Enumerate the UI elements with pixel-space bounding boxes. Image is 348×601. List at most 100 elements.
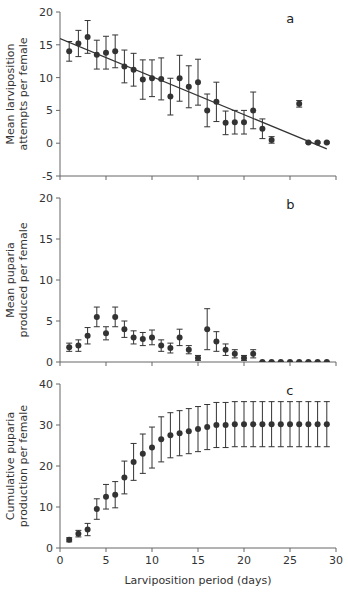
error-bar-cap [158, 339, 164, 340]
error-bar [131, 331, 137, 344]
error-bar [149, 427, 155, 468]
y-tick-label: 15 [39, 233, 53, 246]
point [66, 537, 72, 543]
error-bar-cap [167, 114, 173, 115]
error-bar-cap [140, 473, 146, 474]
point [85, 333, 91, 339]
error-bar [140, 332, 146, 345]
y-tick [56, 239, 60, 240]
error-bar-cap [103, 326, 109, 327]
error-bar-cap [94, 326, 100, 327]
point [66, 344, 72, 350]
error-bar-cap [177, 329, 183, 330]
error-bar-cap [112, 507, 118, 508]
point [259, 126, 265, 132]
chart: -505101520Mean larvipositionattempts per… [0, 0, 348, 601]
error-bar-cap [241, 401, 247, 402]
trend-line [60, 39, 327, 149]
error-bar-cap [177, 410, 183, 411]
error-bar-cap [75, 56, 81, 57]
x-tick-label: 0 [57, 554, 64, 567]
point [85, 34, 91, 40]
error-bar [177, 411, 183, 456]
error-bar [195, 407, 201, 452]
x-tick-label: 30 [329, 554, 343, 567]
y-tick [56, 425, 60, 426]
error-bar [250, 350, 256, 358]
x-tick [152, 176, 153, 180]
x-tick [198, 176, 199, 180]
error-bar-cap [241, 110, 247, 111]
point [241, 355, 247, 361]
y-tick-label: 5 [46, 315, 53, 328]
error-bar [269, 137, 275, 144]
error-bar-cap [131, 343, 137, 344]
error-bar [296, 402, 302, 447]
error-bar-cap [121, 337, 127, 338]
error-bar [305, 402, 311, 447]
x-tick [60, 176, 61, 180]
error-bar-cap [140, 434, 146, 435]
error-bar-cap [204, 126, 210, 127]
error-bar-cap [232, 134, 238, 135]
error-bar-cap [103, 339, 109, 340]
error-bar-cap [250, 446, 256, 447]
x-tick [198, 362, 199, 366]
error-bar-cap [112, 307, 118, 308]
error-bar-cap [131, 53, 137, 54]
panel-label: b [286, 197, 294, 212]
error-bar-cap [103, 484, 109, 485]
error-bar [140, 434, 146, 473]
error-bar [94, 499, 100, 520]
point [167, 432, 173, 438]
error-bar-cap [232, 401, 238, 402]
y-tick [56, 77, 60, 78]
error-bar-cap [131, 443, 137, 444]
error-bar [241, 402, 247, 447]
y-tick [56, 44, 60, 45]
point [204, 326, 210, 332]
error-bar-cap [149, 427, 155, 428]
y-tick-label: 0 [46, 137, 53, 150]
y-tick [56, 176, 60, 177]
point [241, 119, 247, 125]
error-bar-cap [204, 94, 210, 95]
error-bar [140, 60, 146, 99]
y-tick [56, 362, 60, 363]
error-bar-cap [149, 344, 155, 345]
error-bar [232, 402, 238, 447]
y-tick [56, 507, 60, 508]
error-bar-cap [177, 55, 183, 56]
panel-label: a [286, 11, 294, 26]
plot-area [60, 21, 330, 149]
error-bar-cap [223, 402, 229, 403]
point [305, 421, 311, 427]
error-bar-cap [103, 36, 109, 37]
x-tick [290, 548, 291, 552]
point [195, 79, 201, 85]
error-bar [85, 523, 91, 535]
error-bar [195, 59, 201, 105]
error-bar-cap [66, 351, 72, 352]
error-bar-cap [94, 69, 100, 70]
error-bar-cap [204, 308, 210, 309]
error-bar-cap [167, 343, 173, 344]
point [250, 351, 256, 357]
error-bar [177, 329, 183, 345]
error-bar [103, 327, 109, 340]
error-bar-cap [287, 446, 293, 447]
point [195, 426, 201, 432]
error-bar [223, 344, 229, 355]
point [324, 140, 330, 146]
y-axis-label: Cumulative pupariaproduction per female [4, 405, 30, 527]
y-axis [60, 12, 61, 176]
error-bar-cap [140, 332, 146, 333]
error-bar-cap [186, 408, 192, 409]
point [140, 336, 146, 342]
error-bar-cap [305, 446, 311, 447]
error-bar-cap [66, 61, 72, 62]
point [259, 421, 265, 427]
error-bar-cap [75, 351, 81, 352]
point [103, 330, 109, 336]
error-bar-cap [112, 481, 118, 482]
